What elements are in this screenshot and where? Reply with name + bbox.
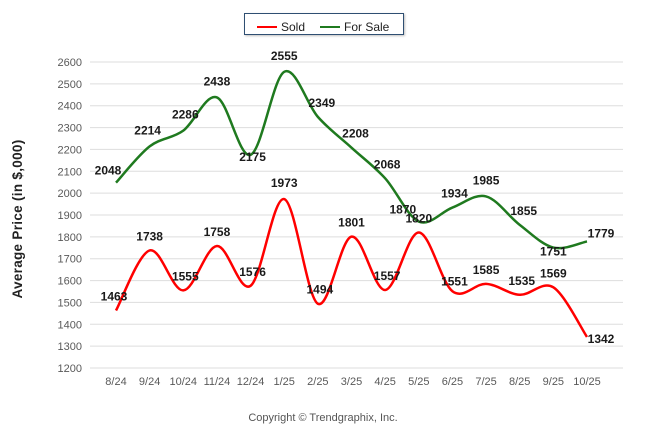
svg-text:2214: 2214 (134, 123, 161, 137)
svg-text:1820: 1820 (405, 211, 432, 225)
svg-text:9/24: 9/24 (139, 376, 160, 388)
svg-text:2400: 2400 (58, 101, 82, 113)
svg-text:10/25: 10/25 (573, 376, 601, 388)
svg-text:7/25: 7/25 (475, 376, 496, 388)
svg-text:2100: 2100 (58, 166, 82, 178)
svg-text:2349: 2349 (309, 96, 336, 110)
svg-text:2175: 2175 (239, 150, 266, 164)
svg-text:1758: 1758 (204, 225, 231, 239)
svg-text:1200: 1200 (58, 363, 82, 375)
svg-text:1800: 1800 (58, 232, 82, 244)
svg-text:1557: 1557 (374, 269, 401, 283)
svg-text:1/25: 1/25 (273, 376, 294, 388)
svg-text:2300: 2300 (58, 123, 82, 135)
svg-text:5/25: 5/25 (408, 376, 429, 388)
svg-text:2200: 2200 (58, 144, 82, 156)
svg-text:2000: 2000 (58, 188, 82, 200)
svg-text:1569: 1569 (540, 266, 567, 280)
svg-text:1463: 1463 (101, 290, 128, 304)
svg-text:1779: 1779 (588, 226, 615, 240)
svg-text:1551: 1551 (441, 274, 468, 288)
svg-text:1555: 1555 (172, 269, 199, 283)
svg-text:1934: 1934 (441, 187, 468, 201)
svg-text:1900: 1900 (58, 210, 82, 222)
svg-text:1985: 1985 (473, 173, 500, 187)
svg-text:1500: 1500 (58, 297, 82, 309)
svg-text:10/24: 10/24 (170, 376, 198, 388)
svg-text:1973: 1973 (271, 176, 298, 190)
svg-text:2/25: 2/25 (307, 376, 328, 388)
svg-text:6/25: 6/25 (442, 376, 463, 388)
svg-text:1535: 1535 (508, 274, 535, 288)
svg-text:1342: 1342 (588, 332, 615, 346)
svg-text:1576: 1576 (239, 265, 266, 279)
svg-text:2555: 2555 (271, 49, 298, 63)
svg-text:2048: 2048 (95, 164, 122, 178)
svg-text:8/24: 8/24 (105, 376, 126, 388)
svg-text:1600: 1600 (58, 276, 82, 288)
svg-text:1855: 1855 (510, 204, 537, 218)
svg-text:2286: 2286 (172, 108, 199, 122)
svg-text:12/24: 12/24 (237, 376, 265, 388)
svg-text:1801: 1801 (338, 216, 365, 230)
svg-text:8/25: 8/25 (509, 376, 530, 388)
svg-text:1400: 1400 (58, 319, 82, 331)
svg-text:9/25: 9/25 (543, 376, 564, 388)
svg-text:2438: 2438 (204, 74, 231, 88)
svg-text:3/25: 3/25 (341, 376, 362, 388)
svg-text:11/24: 11/24 (204, 376, 231, 388)
svg-text:1300: 1300 (58, 341, 82, 353)
svg-text:4/25: 4/25 (374, 376, 395, 388)
svg-text:2500: 2500 (58, 79, 82, 91)
svg-text:2600: 2600 (58, 57, 82, 69)
svg-text:1700: 1700 (58, 254, 82, 266)
svg-text:2208: 2208 (342, 127, 369, 141)
svg-text:1751: 1751 (540, 245, 567, 259)
svg-text:1585: 1585 (473, 263, 500, 277)
svg-text:1494: 1494 (307, 283, 334, 297)
svg-text:1738: 1738 (136, 229, 163, 243)
svg-text:2068: 2068 (374, 157, 401, 171)
